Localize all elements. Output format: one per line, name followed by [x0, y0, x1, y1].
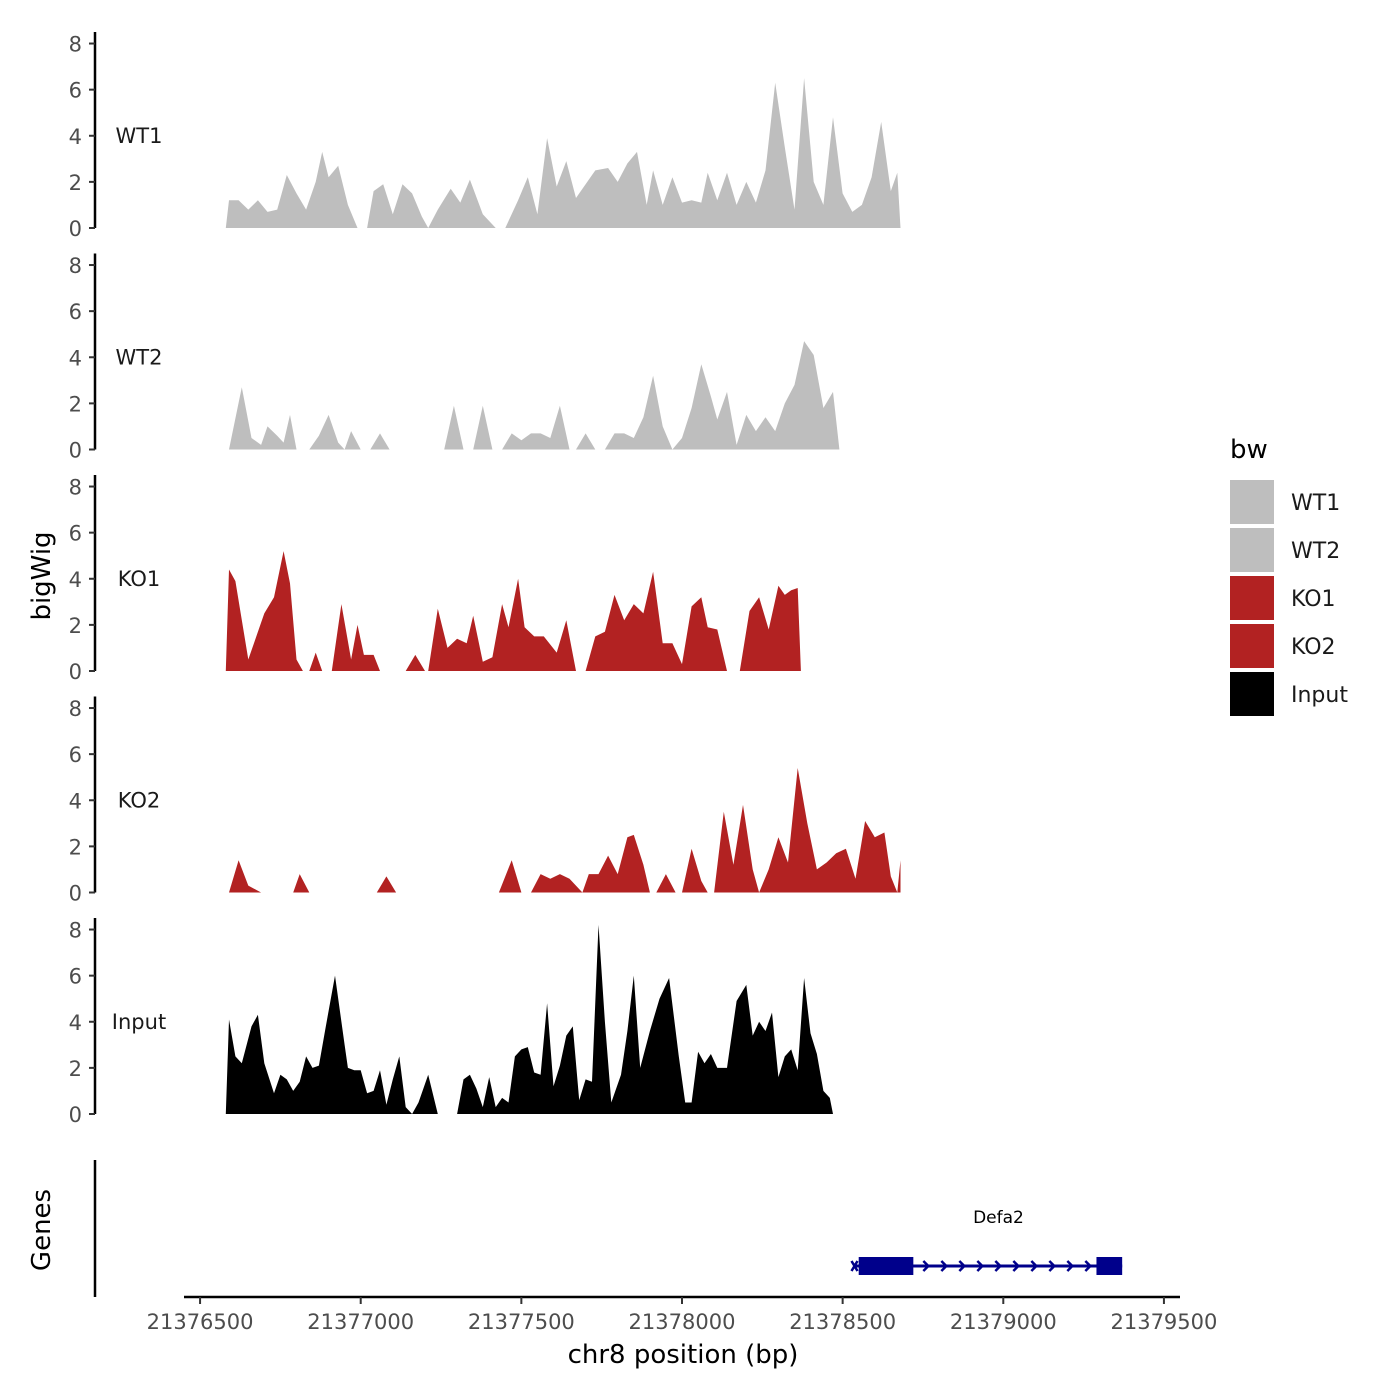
strand-arrow [922, 1260, 931, 1272]
legend-item-wt1: WT1 [1230, 480, 1340, 524]
strand-arrow [958, 1260, 967, 1272]
legend-swatch [1230, 672, 1274, 716]
x-tick-label: 21377000 [307, 1310, 414, 1334]
y-tick-label: 8 [69, 919, 82, 943]
strand-arrow [1084, 1260, 1093, 1272]
legend-items: WT1 WT2 KO1 KO2 Input [1230, 480, 1348, 716]
y-tick-label: 4 [69, 125, 82, 149]
track-label: KO2 [118, 788, 161, 812]
legend-item-input: Input [1230, 672, 1348, 716]
tracks-layer: 0 2 4 6 8 WT1 0 2 4 6 8 WT2 0 2 4 6 8 KO1 0 2 4 6 8 KO2 0 2 4 6 8 Inp… [69, 32, 901, 1127]
y-tick-label: 4 [69, 568, 82, 592]
y-tick-label: 2 [69, 835, 82, 859]
legend-label: KO1 [1291, 587, 1336, 612]
y-tick-label: 0 [69, 1103, 82, 1127]
strand-arrow [1066, 1260, 1075, 1272]
legend-label: KO2 [1291, 635, 1336, 660]
strand-arrow [1012, 1260, 1021, 1272]
y-tick-label: 0 [69, 882, 82, 906]
y-tick-label: 6 [69, 965, 82, 989]
y-tick-label: 2 [69, 392, 82, 416]
y-tick-label: 4 [69, 1011, 82, 1035]
strand-arrow [940, 1260, 949, 1272]
x-tick-label: 21379000 [950, 1310, 1057, 1334]
legend-label: Input [1291, 683, 1348, 708]
legend-item-wt2: WT2 [1230, 528, 1340, 572]
legend-swatch [1230, 528, 1274, 572]
legend-title: bw [1230, 435, 1268, 465]
track-label: WT2 [116, 345, 163, 369]
strand-arrow [976, 1260, 985, 1272]
legend-label: WT2 [1291, 539, 1340, 564]
track-wt1: 0 2 4 6 8 WT1 [69, 32, 901, 241]
track-area-input [225, 924, 834, 1114]
track-area-ko1 [225, 551, 801, 671]
y-tick-label: 0 [69, 217, 82, 241]
x-axis-title: chr8 position (bp) [568, 1340, 799, 1370]
y-tick-label: 4 [69, 789, 82, 813]
gene-label: Defa2 [973, 1208, 1024, 1228]
legend-label: WT1 [1291, 491, 1340, 516]
y-tick-label: 6 [69, 300, 82, 324]
track-label: KO1 [118, 567, 161, 591]
y-axis-title: bigWig [27, 531, 57, 620]
genes-panel: Defa2 [93, 1160, 1123, 1297]
track-label: Input [112, 1010, 166, 1034]
y-tick-label: 8 [69, 33, 82, 57]
legend-swatch [1230, 576, 1274, 620]
track-area-wt2 [229, 341, 840, 450]
gene-defa2: Defa2 [850, 1208, 1123, 1275]
x-tick-label: 21376500 [147, 1310, 254, 1334]
track-input: 0 2 4 6 8 Input [69, 918, 834, 1127]
gene-start-mark [850, 1260, 859, 1272]
y-tick-label: 8 [69, 476, 82, 500]
y-tick-label: 2 [69, 614, 82, 638]
y-tick-label: 6 [69, 79, 82, 103]
track-wt2: 0 2 4 6 8 WT2 [69, 253, 840, 463]
legend-swatch [1230, 624, 1274, 668]
y-tick-label: 2 [69, 1057, 82, 1081]
x-axis: 21376500 21377000 21377500 21378000 21378500… [147, 1295, 1217, 1334]
x-tick-label: 21378500 [789, 1310, 896, 1334]
strand-arrow [1048, 1260, 1057, 1272]
y-tick-label: 8 [69, 254, 82, 278]
track-ko2: 0 2 4 6 8 KO2 [69, 696, 901, 906]
y-tick-label: 0 [69, 660, 82, 684]
track-label: WT1 [116, 124, 163, 148]
legend: bw WT1 WT2 KO1 KO2 Input [1230, 435, 1348, 716]
legend-swatch [1230, 480, 1274, 524]
legend-item-ko2: KO2 [1230, 624, 1336, 668]
genes-axis-title: Genes [27, 1189, 57, 1271]
y-tick-label: 2 [69, 171, 82, 195]
x-tick-label: 21377500 [468, 1310, 575, 1334]
gene-exon [858, 1257, 914, 1275]
gene-exon [1096, 1257, 1123, 1275]
x-tick-label: 21378000 [629, 1310, 736, 1334]
x-tick-label: 21379500 [1110, 1310, 1217, 1334]
track-area-wt1 [225, 78, 901, 228]
y-tick-label: 8 [69, 697, 82, 721]
y-tick-label: 0 [69, 439, 82, 463]
track-ko1: 0 2 4 6 8 KO1 [69, 475, 801, 684]
track-area-ko2 [229, 768, 901, 893]
y-tick-label: 4 [69, 346, 82, 370]
strand-arrow [994, 1260, 1003, 1272]
legend-item-ko1: KO1 [1230, 576, 1336, 620]
y-tick-label: 6 [69, 743, 82, 767]
y-tick-label: 6 [69, 522, 82, 546]
strand-arrow [1030, 1260, 1039, 1272]
